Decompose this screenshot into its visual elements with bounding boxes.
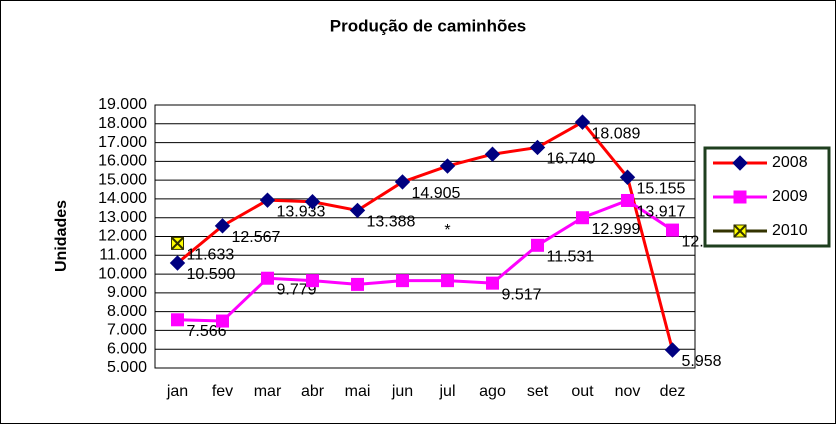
series-line [176, 120, 674, 351]
marker [171, 313, 184, 327]
marker [486, 276, 499, 290]
x-tick-label: jul [438, 383, 455, 400]
y-tick-label: 13.000 [98, 209, 147, 226]
y-tick-label: 12.000 [98, 228, 147, 245]
x-tick-label: dez [660, 383, 686, 400]
data-label: 13.933 [277, 203, 326, 220]
x-tick-label: abr [301, 383, 325, 400]
marker [574, 114, 591, 130]
y-tick-label: 14.000 [98, 190, 147, 207]
marker [306, 274, 319, 288]
marker [261, 271, 274, 285]
x-tick-label: out [571, 383, 594, 400]
y-tick-label: 11.000 [99, 247, 147, 264]
marker [394, 174, 411, 190]
chart-title: Produção de caminhões [330, 16, 527, 35]
marker [732, 155, 748, 171]
marker [733, 224, 747, 238]
y-tick-label: 16.000 [98, 153, 147, 170]
marker [531, 238, 544, 252]
data-label: 14.905 [412, 185, 461, 202]
marker [216, 314, 229, 328]
marker [259, 192, 276, 208]
y-tick-label: 7.000 [107, 322, 147, 339]
marker [439, 158, 456, 174]
data-label: 11.633 [187, 247, 235, 264]
marker [169, 255, 186, 271]
data-label: 13.388 [367, 214, 416, 231]
y-tick-label: 17.000 [98, 134, 147, 151]
marker [529, 139, 546, 156]
y-tick-label: 15.000 [98, 171, 147, 188]
data-label: 11.531 [547, 249, 595, 266]
y-tick-label: 10.000 [98, 265, 147, 282]
x-tick-label: fev [212, 383, 233, 400]
x-tick-label: jan [166, 383, 188, 400]
x-tick-label: ago [479, 383, 506, 400]
marker [214, 218, 231, 234]
marker [664, 342, 681, 358]
data-label: 12.999 [592, 221, 641, 238]
x-tick-label: nov [615, 383, 641, 400]
marker [304, 194, 321, 210]
legend-label: 2010 [772, 222, 808, 239]
data-label: 12.567 [232, 229, 281, 246]
marker [170, 236, 185, 251]
y-tick-label: 5.000 [107, 359, 147, 376]
x-tick-label: mai [345, 383, 371, 400]
y-tick-label: 6.000 [107, 340, 147, 357]
marker [349, 202, 366, 219]
y-tick-label: 8.000 [107, 303, 147, 320]
marker [733, 190, 747, 204]
data-label: 16.740 [547, 151, 596, 168]
marker [441, 274, 454, 288]
marker [621, 193, 634, 207]
marker [396, 274, 409, 288]
y-axis-label: Unidades [53, 200, 70, 272]
data-label: 13.917 [637, 204, 686, 221]
x-tick-label: mar [254, 383, 282, 400]
data-label: 5.958 [682, 353, 722, 370]
data-label: 9.517 [502, 286, 542, 303]
y-tick-label: 19.000 [98, 96, 147, 113]
marker [576, 211, 589, 225]
data-label: 10.590 [187, 266, 236, 283]
y-tick-label: 18.000 [98, 115, 147, 132]
data-label: 15.155 [637, 180, 686, 197]
x-tick-label: set [527, 383, 549, 400]
legend-label: 2009 [772, 188, 808, 205]
data-label: 18.089 [592, 125, 641, 142]
legend-label: 2008 [772, 154, 808, 171]
annotation: * [444, 222, 450, 239]
marker [666, 223, 679, 237]
marker [484, 146, 501, 162]
marker [351, 277, 364, 291]
y-tick-label: 9.000 [107, 284, 147, 301]
series-line [177, 198, 674, 323]
marker [619, 169, 636, 185]
x-tick-label: jun [391, 383, 413, 400]
